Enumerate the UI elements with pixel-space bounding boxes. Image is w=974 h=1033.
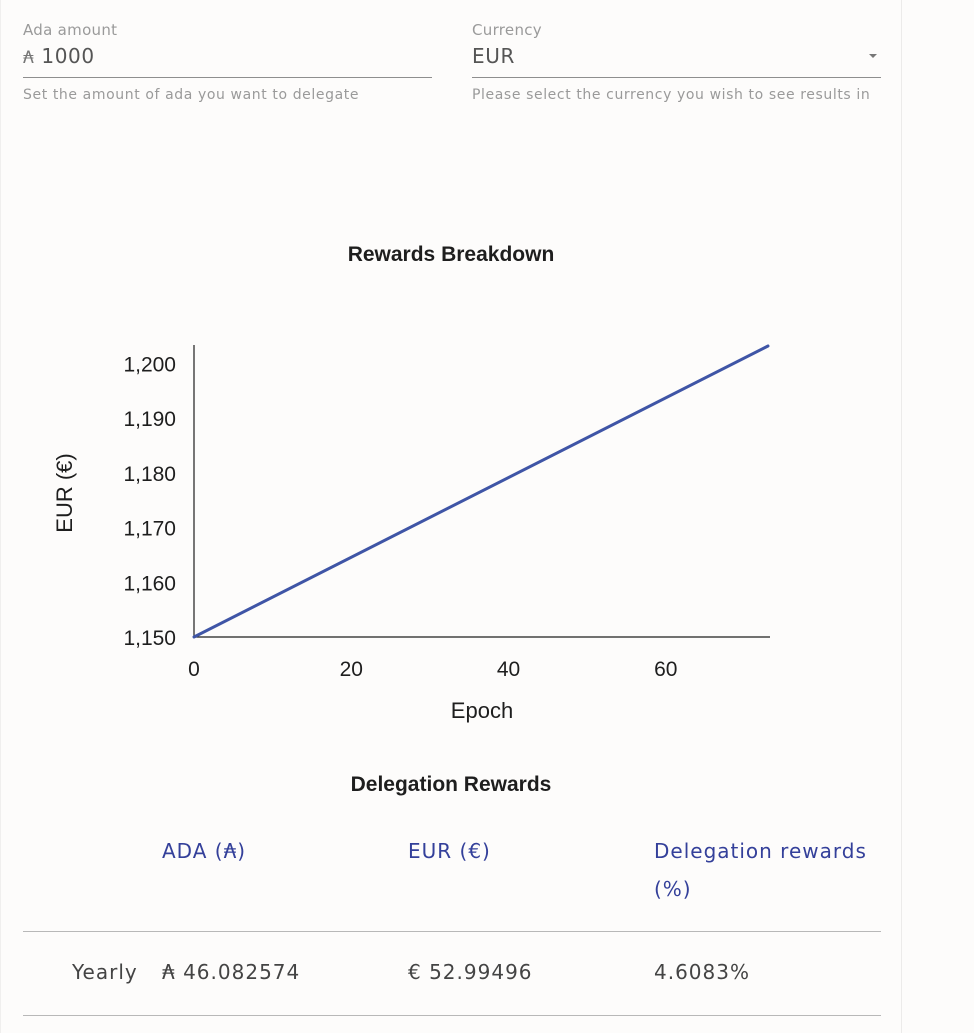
x-axis-title: Epoch	[451, 698, 513, 723]
y-tick-label: 1,180	[123, 463, 176, 486]
y-tick-label: 1,190	[123, 408, 176, 431]
ada-amount-help: Set the amount of ada you want to delega…	[23, 87, 360, 103]
x-tick-label: 40	[497, 658, 520, 681]
currency-underline	[472, 77, 881, 78]
page-right-border	[901, 0, 902, 1033]
row-ada-value: ₳ 46.082574	[162, 960, 301, 984]
rewards-breakdown-chart: 1,150 1,160 1,170 1,180 1,190 1,200 0 20 40 60 Ep…	[52, 344, 770, 723]
table-divider-bottom	[23, 1015, 881, 1016]
ada-amount-label: Ada amount	[23, 21, 118, 39]
header-eur: EUR (€)	[408, 839, 491, 863]
caret-down-icon[interactable]	[869, 54, 877, 58]
y-tick-label: 1,170	[123, 518, 176, 541]
y-tick-label: 1,160	[123, 572, 176, 595]
y-tick-label: 1,150	[123, 627, 176, 650]
currency-help: Please select the currency you wish to s…	[472, 87, 871, 103]
row-eur-value: € 52.99496	[408, 960, 533, 984]
ada-amount-input[interactable]: ₳ 1000	[23, 44, 95, 68]
header-ada: ADA (₳)	[162, 839, 247, 863]
y-tick-label: 1,200	[123, 354, 176, 377]
y-axis-title: EUR (€)	[52, 453, 77, 532]
ada-amount-underline	[23, 77, 432, 78]
rewards-breakdown-title: Rewards Breakdown	[347, 243, 555, 266]
ada-symbol-icon: ₳	[23, 48, 35, 68]
x-tick-label: 0	[188, 658, 200, 681]
table-divider-top	[23, 931, 881, 932]
series-line	[192, 344, 770, 639]
currency-label: Currency	[472, 21, 542, 39]
x-tick-label: 60	[654, 658, 677, 681]
page-left-border	[0, 0, 1, 1033]
header-delegation-rewards: Delegation rewards (%)	[654, 839, 867, 901]
currency-select[interactable]: EUR	[472, 44, 515, 68]
ada-amount-value: 1000	[41, 44, 95, 68]
row-period: Yearly	[72, 960, 138, 984]
x-tick-label: 20	[340, 658, 363, 681]
row-percent-value: 4.6083%	[654, 960, 750, 984]
delegation-rewards-title: Delegation Rewards	[350, 773, 552, 796]
